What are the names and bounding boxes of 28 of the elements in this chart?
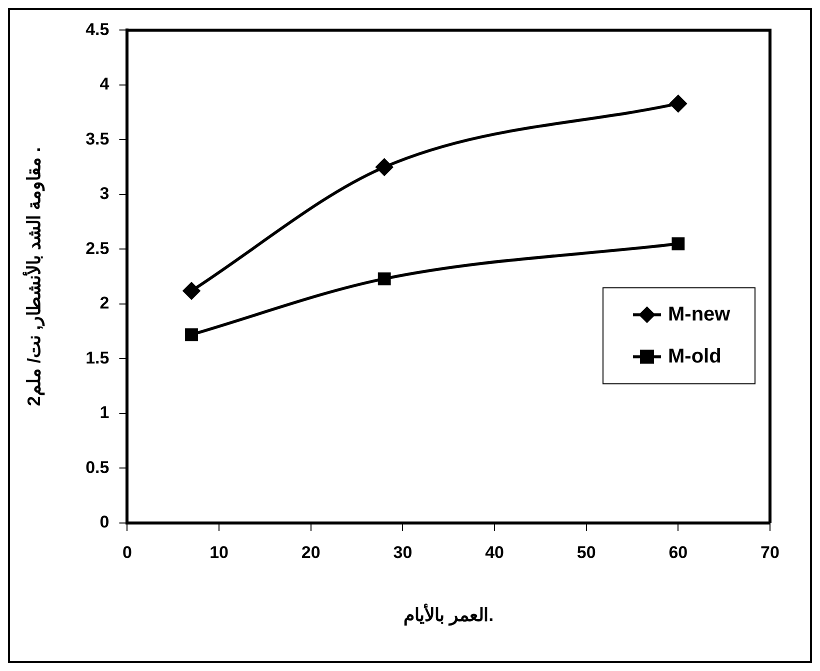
y-tick-label: 0 (100, 512, 110, 532)
y-tick-label: 4.5 (86, 20, 110, 39)
y-tick-label: 2.5 (86, 238, 110, 258)
point (183, 282, 200, 300)
point (185, 328, 198, 342)
x-tick-label: 20 (301, 542, 320, 562)
point (378, 272, 391, 286)
y-tick-label: 1 (100, 403, 110, 422)
x-axis-title: العمر بالأيام. (404, 603, 494, 626)
x-tick-label: 50 (576, 542, 596, 562)
x-tick-label: 0 (122, 542, 132, 562)
x-tick-label: 40 (485, 542, 504, 562)
point (670, 95, 687, 112)
legend-label: M-new (668, 303, 731, 326)
y-tick-label: 2 (100, 294, 110, 313)
legend-label: M-old (668, 345, 722, 368)
x-tick-label: 10 (210, 542, 229, 562)
y-tick-label: 3.5 (86, 129, 110, 148)
y-tick-label: 3 (100, 184, 110, 204)
x-tick-label: 30 (393, 542, 412, 562)
y-tick-label: 1.5 (86, 348, 110, 368)
y-tick-label: 4 (100, 74, 110, 94)
x-tick-label: 70 (760, 542, 780, 562)
y-tick-label: 0.5 (86, 458, 110, 477)
point (672, 237, 685, 250)
x-tick-label: 60 (668, 542, 688, 562)
y-axis-title: مقاومة الشد بالأنشطار, نت/ ملم2 . (22, 147, 45, 406)
point (376, 158, 393, 176)
